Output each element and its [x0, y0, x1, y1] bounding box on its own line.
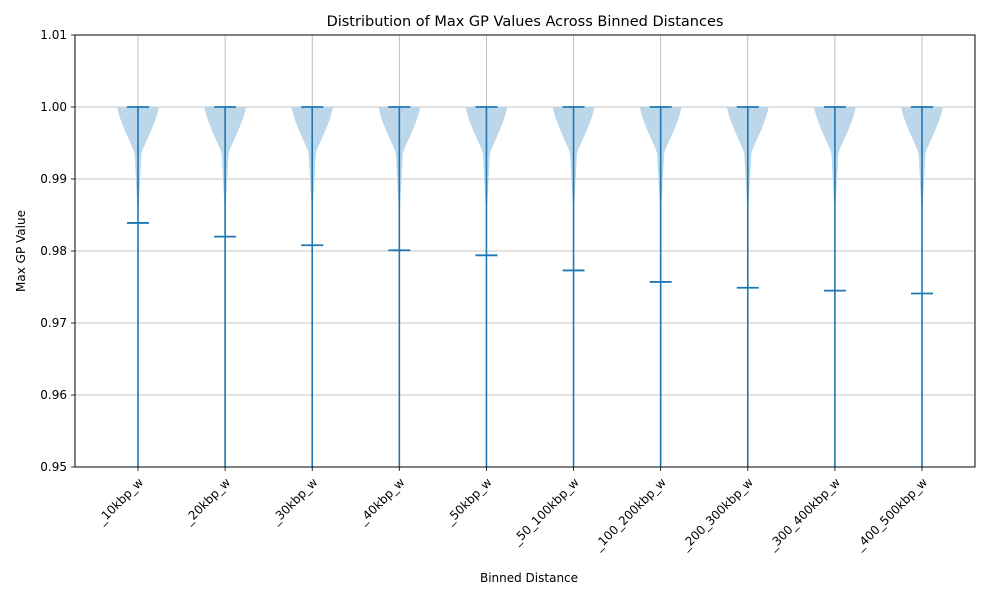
x-tick-label: _40kbp_w [355, 475, 408, 528]
y-tick-label: 0.99 [40, 172, 67, 186]
x-tick-label: _400_500kbp_w [852, 475, 930, 553]
x-tick-label: _30kbp_w [268, 475, 321, 528]
x-tick-label: _10kbp_w [94, 475, 147, 528]
y-tick-label: 0.97 [40, 316, 67, 330]
y-axis-label: Max GP Value [14, 210, 28, 292]
x-tick-label: _50kbp_w [442, 475, 495, 528]
chart-title: Distribution of Max GP Values Across Bin… [327, 14, 724, 30]
x-tick-label: _200_300kbp_w [678, 475, 756, 553]
y-tick-label: 0.96 [40, 388, 67, 402]
y-tick-label: 0.95 [40, 460, 67, 474]
y-tick-label: 1.00 [40, 100, 67, 114]
x-tick-label: _20kbp_w [181, 475, 234, 528]
y-tick-label: 0.98 [40, 244, 67, 258]
violins [117, 106, 943, 467]
x-tick-label: _100_200kbp_w [590, 475, 668, 553]
x-axis-label: Binned Distance [480, 571, 578, 585]
y-tick-label: 1.01 [40, 28, 67, 42]
x-tick-label: _50_100kbp_w [509, 475, 582, 548]
x-tick-label: _300_400kbp_w [765, 475, 843, 553]
grid [75, 34, 975, 468]
